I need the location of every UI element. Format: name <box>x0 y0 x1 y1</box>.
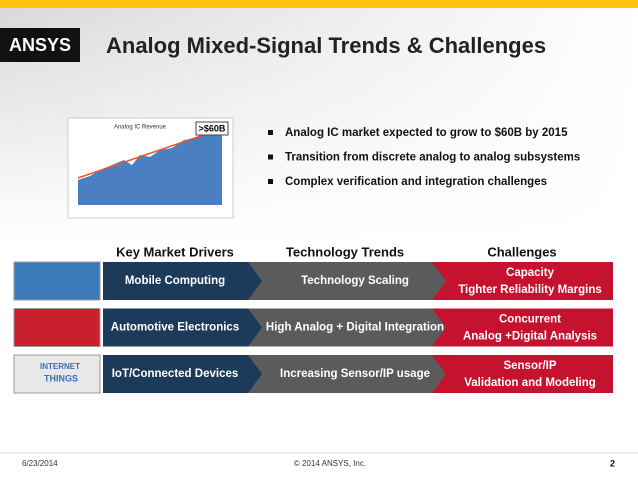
trend-chevron <box>245 355 447 393</box>
footer-copyright: © 2014 ANSYS, Inc. <box>294 459 366 468</box>
column-header: Technology Trends <box>286 244 404 259</box>
column-header: Key Market Drivers <box>116 244 234 259</box>
driver-label: Mobile Computing <box>125 275 225 287</box>
image-text: INTERNET <box>40 362 80 371</box>
title: Analog Mixed-Signal Trends & Challenges <box>106 33 546 58</box>
challenge-chevron <box>432 262 613 300</box>
challenge-label: Sensor/IP <box>503 360 556 372</box>
column-header: Challenges <box>487 244 556 259</box>
row-image <box>13 354 101 394</box>
logo-box <box>0 28 80 62</box>
driver-chevron <box>103 262 262 300</box>
trend-label: High Analog + Digital Integration <box>266 322 444 334</box>
bullet-text: Transition from discrete analog to analo… <box>285 152 580 164</box>
image-text: THINGS <box>44 373 78 383</box>
callout: >$60B <box>199 123 226 133</box>
bullet-text: Complex verification and integration cha… <box>285 176 547 188</box>
driver-label: IoT/Connected Devices <box>112 368 239 380</box>
bullet-marker <box>268 154 273 160</box>
trend-line <box>77 127 225 179</box>
challenge-label: Validation and Modeling <box>464 377 596 389</box>
top-band <box>0 0 638 8</box>
driver-label: Automotive Electronics <box>111 322 239 334</box>
area-shape <box>78 130 222 205</box>
driver-chevron <box>103 308 262 347</box>
challenge-label: Concurrent <box>499 314 561 326</box>
trend-label: Increasing Sensor/IP usage <box>280 368 430 380</box>
bullet-marker <box>268 179 273 184</box>
footer-date: 6/23/2014 <box>22 459 58 468</box>
trend-chevron <box>245 262 447 300</box>
bullet-marker <box>268 130 273 135</box>
challenge-label: Capacity <box>506 267 555 279</box>
chart-title: Analog IC Revenue <box>114 125 167 131</box>
row-image <box>13 308 101 347</box>
bullet-text: Analog IC market expected to grow to $60… <box>285 127 568 139</box>
row-image <box>13 261 101 301</box>
logo: ANSYS <box>9 35 71 55</box>
callout-box <box>195 121 229 136</box>
challenge-chevron <box>432 355 613 393</box>
challenge-chevron <box>432 308 613 347</box>
challenge-label: Tighter Reliability Margins <box>458 284 602 296</box>
driver-chevron <box>103 355 262 393</box>
page-number: 2 <box>610 458 615 468</box>
chart-image: Analog IC Revenue >$60B <box>67 117 234 219</box>
trend-chevron <box>245 308 447 347</box>
challenge-label: Analog +Digital Analysis <box>463 331 597 343</box>
trend-label: Technology Scaling <box>301 275 409 287</box>
